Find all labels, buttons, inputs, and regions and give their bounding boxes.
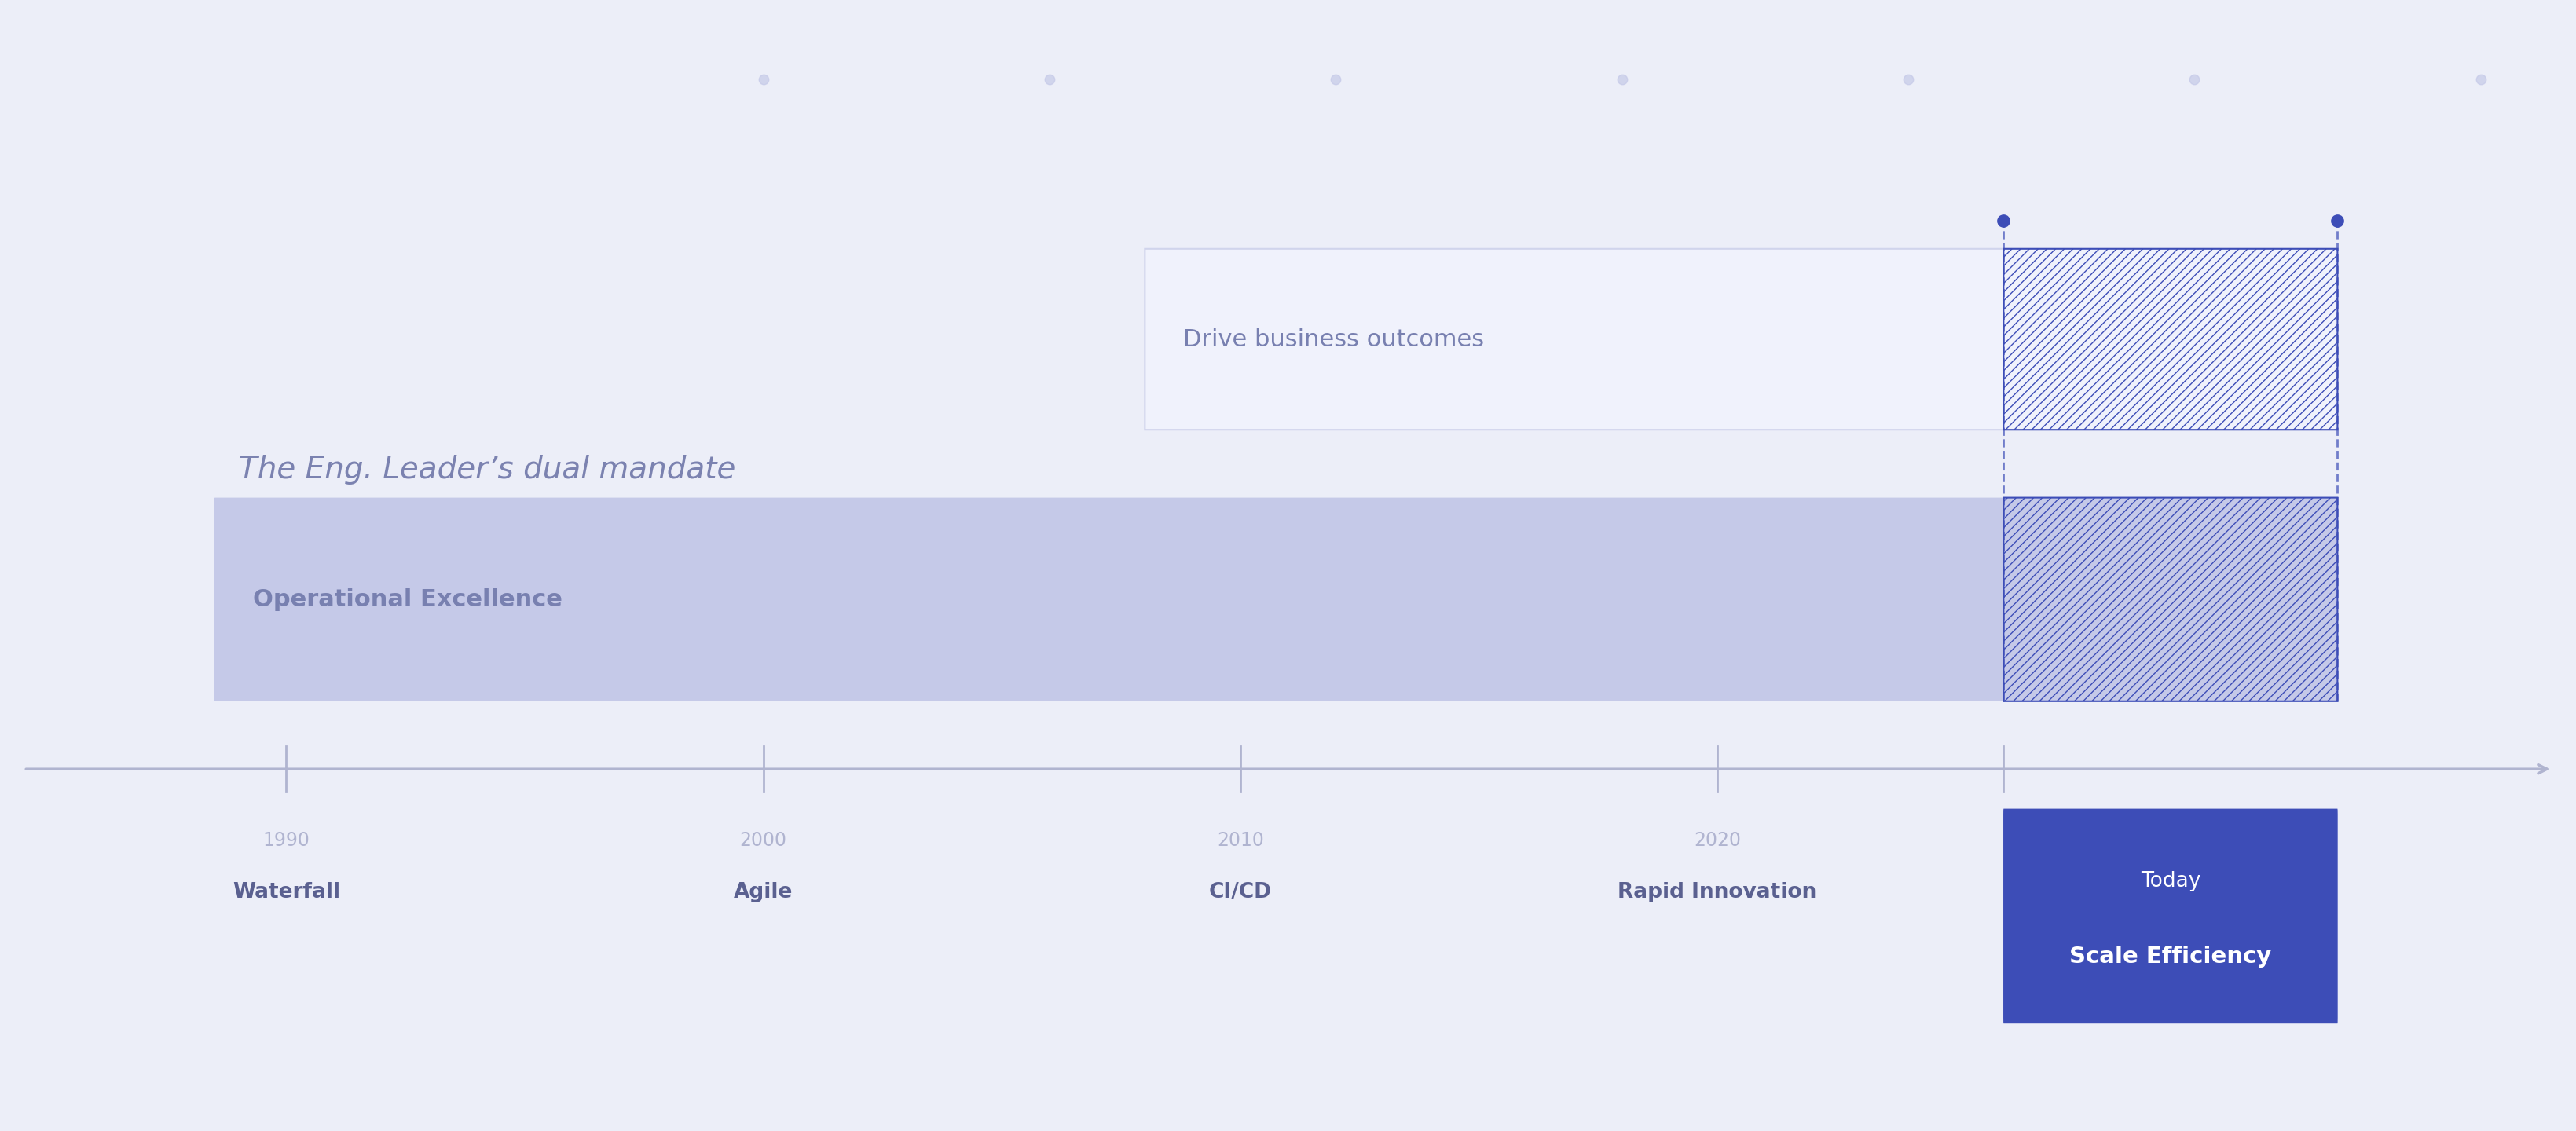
Text: Today: Today xyxy=(2141,871,2200,891)
Text: 2010: 2010 xyxy=(1216,831,1265,851)
Text: 1990: 1990 xyxy=(263,831,309,851)
Text: Scale Efficiency: Scale Efficiency xyxy=(2069,946,2272,968)
FancyBboxPatch shape xyxy=(2004,249,2336,430)
Bar xyxy=(214,498,2004,701)
Text: Agile: Agile xyxy=(734,882,793,903)
Text: Drive business outcomes: Drive business outcomes xyxy=(1182,328,1484,351)
FancyBboxPatch shape xyxy=(1144,249,2336,430)
Text: Operational Excellence: Operational Excellence xyxy=(252,588,562,611)
FancyBboxPatch shape xyxy=(2004,498,2336,701)
Text: The Eng. Leader’s dual mandate: The Eng. Leader’s dual mandate xyxy=(240,455,734,484)
Text: 2000: 2000 xyxy=(739,831,786,851)
Text: Waterfall: Waterfall xyxy=(232,882,340,903)
FancyBboxPatch shape xyxy=(2004,809,2336,1024)
Text: CI/CD: CI/CD xyxy=(1208,882,1273,903)
Text: 2020: 2020 xyxy=(1695,831,1741,851)
Text: Rapid Innovation: Rapid Innovation xyxy=(1618,882,1816,903)
FancyBboxPatch shape xyxy=(214,498,2336,701)
